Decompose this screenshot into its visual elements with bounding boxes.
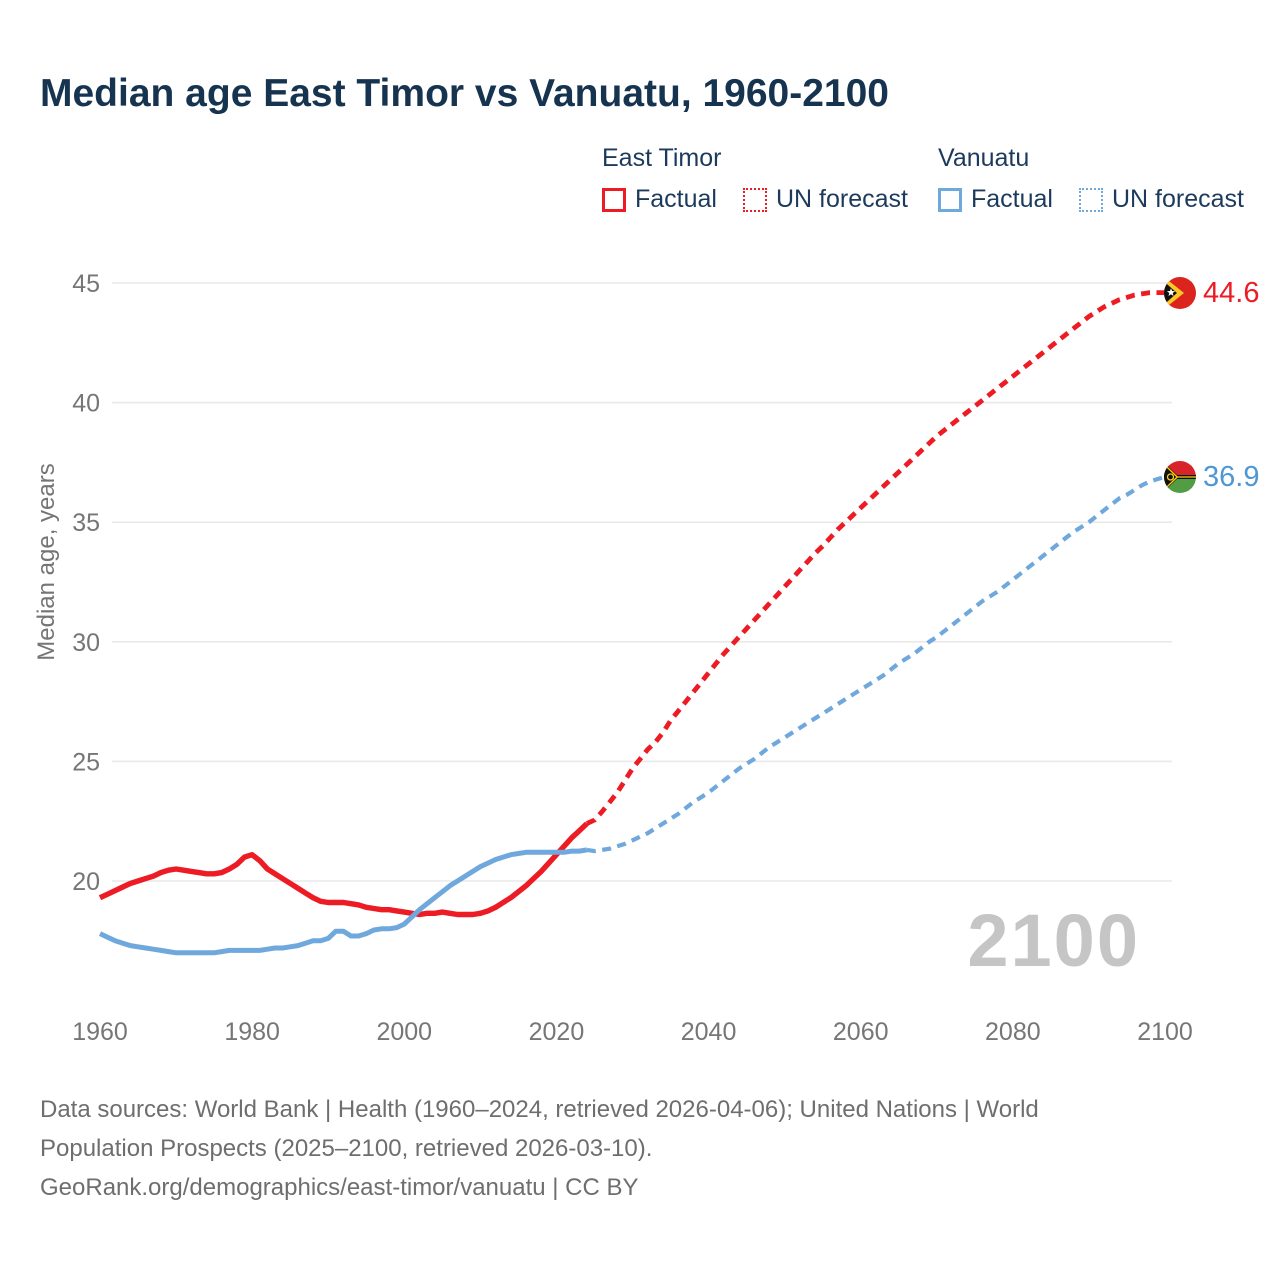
chart-plot: 20 25 30 35 40 45 1960 1980 2000 2020 2040 2060 2080…: [72, 270, 1193, 1046]
x-tick-label-2080: 2080: [985, 1018, 1041, 1046]
end-marker-east-timor: 44.6: [1164, 277, 1259, 310]
vanuatu-flag-icon: [1164, 461, 1196, 494]
y-tick-label-20: 20: [72, 868, 100, 896]
footer-line-1: Data sources: World Bank | Health (1960–…: [40, 1096, 1039, 1123]
x-tick-label-2100: 2100: [1137, 1018, 1193, 1046]
end-value-east-timor: 44.6: [1203, 276, 1260, 309]
legend-label-vanuatu-forecast: UN forecast: [1111, 185, 1244, 213]
legend-label-east-timor-forecast: UN forecast: [775, 185, 908, 213]
page-title: Median age East Timor vs Vanuatu, 1960-2…: [40, 72, 889, 115]
footer-line-3: GeoRank.org/demographics/east-timor/vanu…: [40, 1174, 639, 1201]
series-line-0: [98, 821, 589, 918]
y-tick-label-25: 25: [72, 748, 100, 776]
series-line-2: [98, 847, 588, 956]
legend-swatch-vanuatu-forecast-icon: [1078, 187, 1103, 212]
legend-group-title-vanuatu: Vanuatu: [938, 144, 1030, 172]
end-marker-vanuatu: 36.9: [1164, 461, 1259, 494]
east-timor-flag-icon: [1164, 277, 1196, 310]
y-tick-label-45: 45: [72, 270, 100, 298]
footer-line-2: Population Prospects (2025–2100, retriev…: [40, 1135, 653, 1162]
x-tick-label-1980: 1980: [224, 1018, 280, 1046]
legend-label-east-timor-factual: Factual: [635, 185, 717, 213]
x-tick-label-1960: 1960: [72, 1018, 128, 1046]
legend-label-vanuatu-factual: Factual: [971, 185, 1053, 213]
legend-group-vanuatu: Vanuatu Factual UN forecast: [938, 144, 1244, 214]
legend-swatch-east-timor-factual-icon: [602, 187, 626, 212]
x-tick-label-2000: 2000: [376, 1018, 432, 1046]
y-tick-label-35: 35: [72, 509, 100, 537]
x-tick-label-2020: 2020: [529, 1018, 585, 1046]
legend-group-title-east-timor: East Timor: [602, 144, 722, 172]
watermark-final-year: 2100: [967, 899, 1140, 982]
legend-swatch-east-timor-forecast-icon: [742, 187, 767, 212]
y-tick-label-30: 30: [72, 629, 100, 657]
series-line-1: [585, 290, 1165, 826]
legend-group-east-timor: East Timor Factual UN forecast: [602, 144, 908, 214]
y-axis-title: Median age, years: [33, 463, 60, 661]
legend-swatch-vanuatu-factual-icon: [938, 187, 962, 212]
x-tick-label-2040: 2040: [681, 1018, 737, 1046]
x-tick-label-2060: 2060: [833, 1018, 889, 1046]
series-line-3: [586, 474, 1166, 854]
data-sources-footer: Data sources: World Bank | Health (1960–…: [40, 1090, 1039, 1207]
y-tick-label-40: 40: [72, 390, 100, 418]
end-value-vanuatu: 36.9: [1203, 460, 1260, 493]
